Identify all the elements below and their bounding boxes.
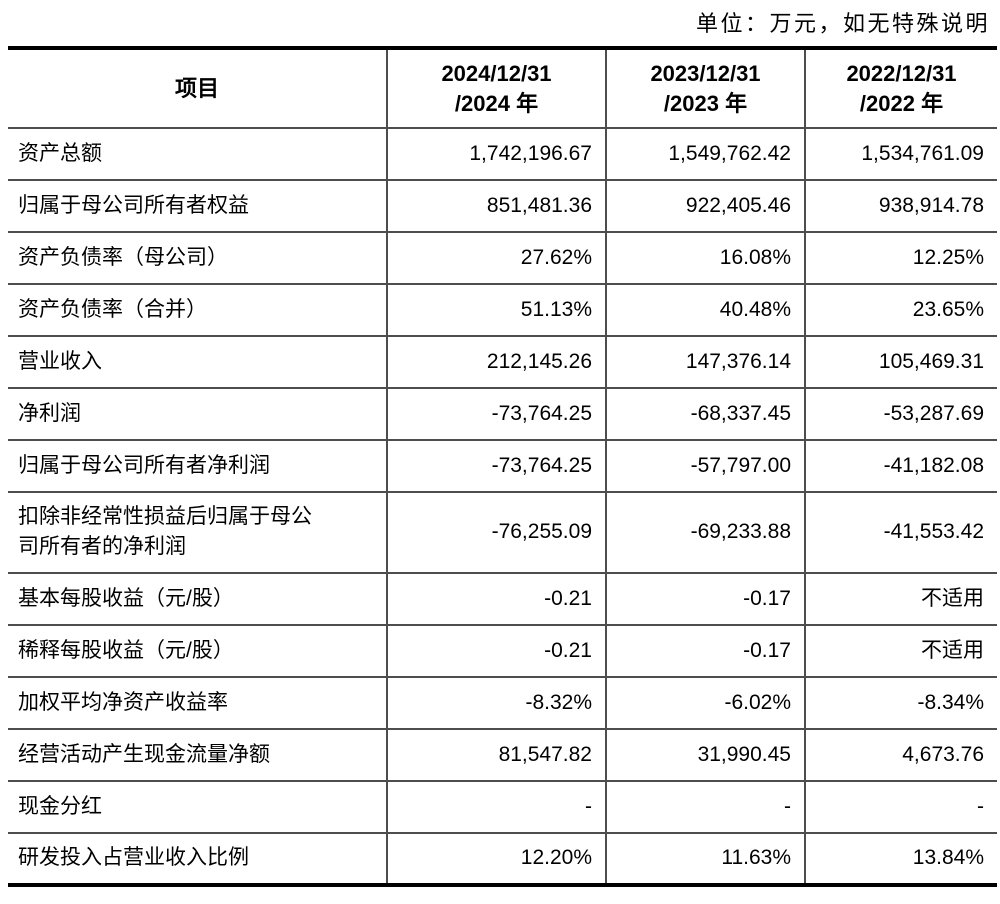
row-label: 归属于母公司所有者净利润: [8, 440, 387, 493]
cell-value: 1,549,762.42: [605, 128, 805, 181]
cell-value: 40.48%: [605, 284, 805, 337]
cell-value: 27.62%: [386, 232, 606, 285]
cell-value: 212,145.26: [386, 336, 606, 389]
row-label: 归属于母公司所有者权益: [8, 180, 387, 233]
cell-value: 不适用: [804, 572, 997, 626]
cell-value: 81,547.82: [386, 728, 606, 782]
cell-value: -53,287.69: [804, 388, 997, 441]
cell-value: 16.08%: [605, 232, 805, 285]
cell-value: -0.21: [386, 572, 606, 626]
cell-value: -6.02%: [605, 676, 805, 730]
header-period-2024-year: /2024 年: [454, 90, 539, 116]
cell-value: 938,914.78: [804, 180, 997, 233]
row-label: 经营活动产生现金流量净额: [8, 728, 387, 782]
cell-value: -68,337.45: [605, 388, 805, 441]
table-row: 基本每股收益（元/股） -0.21 -0.17 不适用: [8, 572, 997, 626]
row-label: 资产负债率（合并）: [8, 284, 387, 337]
cell-value: -73,764.25: [386, 440, 606, 493]
cell-value: 51.13%: [386, 284, 606, 337]
header-item-label: 项目: [8, 48, 387, 129]
table-row: 现金分红 - - -: [8, 780, 997, 834]
cell-value: 13.84%: [804, 832, 997, 886]
row-label: 扣除非经常性损益后归属于母公司所有者的净利润: [8, 492, 387, 574]
cell-value: -8.32%: [386, 676, 606, 730]
header-period-2023-year: /2023 年: [663, 90, 748, 116]
header-period-2022: 2022/12/31 /2022 年: [804, 48, 997, 129]
row-label: 加权平均净资产收益率: [8, 676, 387, 730]
header-row: 项目 2024/12/31 /2024 年 2023/12/31 /2023 年…: [8, 48, 997, 129]
cell-value: -41,553.42: [804, 492, 997, 574]
table-row: 资产负债率（母公司） 27.62% 16.08% 12.25%: [8, 232, 997, 285]
row-label: 资产总额: [8, 128, 387, 181]
header-period-2023: 2023/12/31 /2023 年: [605, 48, 805, 129]
table-row: 营业收入 212,145.26 147,376.14 105,469.31: [8, 336, 997, 389]
cell-value: -57,797.00: [605, 440, 805, 493]
row-label: 现金分红: [8, 780, 387, 834]
cell-value: 147,376.14: [605, 336, 805, 389]
cell-value: 922,405.46: [605, 180, 805, 233]
cell-value: 105,469.31: [804, 336, 997, 389]
cell-value: 851,481.36: [386, 180, 606, 233]
table-row: 净利润 -73,764.25 -68,337.45 -53,287.69: [8, 388, 997, 441]
cell-value: 31,990.45: [605, 728, 805, 782]
header-period-2024: 2024/12/31 /2024 年: [386, 48, 606, 129]
table-row: 稀释每股收益（元/股） -0.21 -0.17 不适用: [8, 624, 997, 678]
row-label: 研发投入占营业收入比例: [8, 832, 387, 886]
row-label: 净利润: [8, 388, 387, 441]
row-label: 营业收入: [8, 336, 387, 389]
cell-value: -69,233.88: [605, 492, 805, 574]
table-row: 经营活动产生现金流量净额 81,547.82 31,990.45 4,673.7…: [8, 728, 997, 782]
cell-value: 12.20%: [386, 832, 606, 886]
header-period-2024-date: 2024/12/31: [441, 60, 552, 86]
table-row: 资产负债率（合并） 51.13% 40.48% 23.65%: [8, 284, 997, 337]
table-row: 归属于母公司所有者权益 851,481.36 922,405.46 938,91…: [8, 180, 997, 233]
cell-value: 1,742,196.67: [386, 128, 606, 181]
table-row: 归属于母公司所有者净利润 -73,764.25 -57,797.00 -41,1…: [8, 440, 997, 493]
header-period-2023-date: 2023/12/31: [650, 60, 761, 86]
header-period-2022-year: /2022 年: [859, 90, 944, 116]
unit-note: 单位：万元，如无特殊说明: [695, 11, 990, 36]
cell-value: 12.25%: [804, 232, 997, 285]
table-row: 资产总额 1,742,196.67 1,549,762.42 1,534,761…: [8, 128, 997, 181]
cell-value: 不适用: [804, 624, 997, 678]
cell-value: -76,255.09: [386, 492, 606, 574]
row-label: 稀释每股收益（元/股）: [8, 624, 387, 678]
cell-value: -0.17: [605, 624, 805, 678]
financial-summary-table: 项目 2024/12/31 /2024 年 2023/12/31 /2023 年…: [8, 46, 997, 887]
header-period-2022-date: 2022/12/31: [846, 60, 957, 86]
cell-value: -0.17: [605, 572, 805, 626]
cell-value: 11.63%: [605, 832, 805, 886]
row-label: 资产负债率（母公司）: [8, 232, 387, 285]
cell-value: 23.65%: [804, 284, 997, 337]
table-row: 扣除非经常性损益后归属于母公司所有者的净利润 -76,255.09 -69,23…: [8, 492, 997, 574]
cell-value: -41,182.08: [804, 440, 997, 493]
cell-value: -0.21: [386, 624, 606, 678]
cell-value: -8.34%: [804, 676, 997, 730]
cell-value: -: [386, 780, 606, 834]
cell-value: -: [804, 780, 997, 834]
cell-value: 1,534,761.09: [804, 128, 997, 181]
cell-value: 4,673.76: [804, 728, 997, 782]
row-label: 基本每股收益（元/股）: [8, 572, 387, 626]
cell-value: -73,764.25: [386, 388, 606, 441]
table-row: 研发投入占营业收入比例 12.20% 11.63% 13.84%: [8, 832, 997, 886]
table-row: 加权平均净资产收益率 -8.32% -6.02% -8.34%: [8, 676, 997, 730]
cell-value: -: [605, 780, 805, 834]
